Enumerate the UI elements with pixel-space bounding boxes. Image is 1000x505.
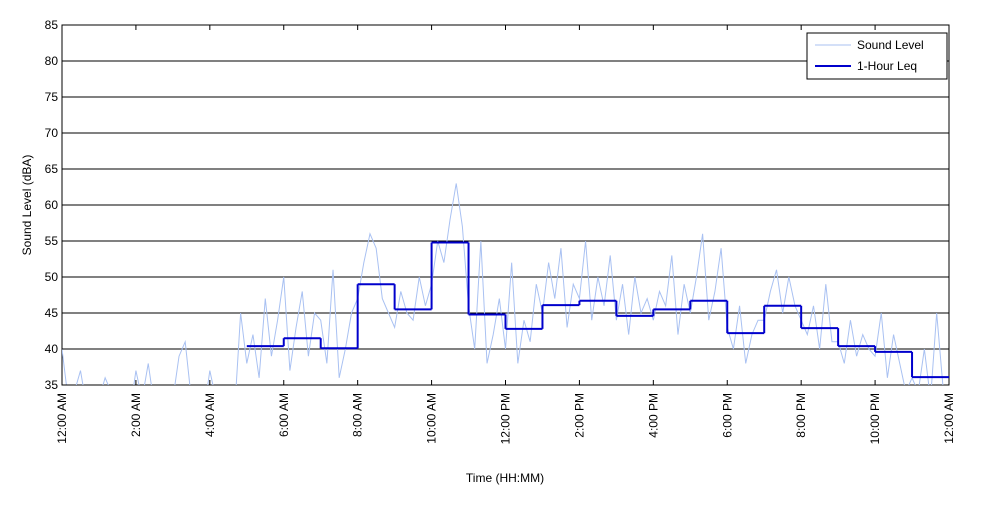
- legend-box: [806, 32, 948, 80]
- y-tick-label: 80: [45, 54, 59, 68]
- y-tick-label: 70: [45, 126, 59, 140]
- x-tick-label: 2:00 PM: [572, 393, 586, 438]
- x-axis-label: Time (HH:MM): [466, 471, 544, 485]
- x-tick-label: 12:00 AM: [55, 393, 69, 444]
- x-tick-label: 4:00 AM: [203, 393, 217, 437]
- legend: Sound Level 1-Hour Leq: [806, 32, 948, 80]
- legend-label: Sound Level: [857, 38, 924, 52]
- y-tick-label: 85: [45, 18, 59, 32]
- y-tick-label: 35: [45, 378, 59, 392]
- y-tick-label: 60: [45, 198, 59, 212]
- y-tick-label: 50: [45, 270, 59, 284]
- x-tick-label: 8:00 PM: [794, 393, 808, 438]
- x-tick-label: 10:00 PM: [868, 393, 882, 444]
- marks: [62, 183, 949, 385]
- y-axis-label: Sound Level (dBA): [20, 155, 34, 256]
- x-tick-label: 6:00 AM: [277, 393, 291, 437]
- y-tick-label: 65: [45, 162, 59, 176]
- axes: 35 40 45 50 55 60 65 70 75 80 85 12:00 AM 2:00 AM 4:0…: [45, 18, 956, 444]
- x-tick-label: 12:00 AM: [942, 393, 956, 444]
- x-tick-label: 10:00 AM: [425, 393, 439, 444]
- y-tick-label: 45: [45, 306, 59, 320]
- y-tick-label: 40: [45, 342, 59, 356]
- x-tick-label: 4:00 PM: [646, 393, 660, 438]
- x-tick-label: 2:00 AM: [129, 393, 143, 437]
- x-tick-label: 6:00 PM: [720, 393, 734, 438]
- x-tick-label: 8:00 AM: [351, 393, 365, 437]
- y-tick-label: 55: [45, 234, 59, 248]
- series-line: [62, 183, 944, 385]
- legend-label: 1-Hour Leq: [857, 59, 917, 73]
- x-tick-label: 12:00 PM: [499, 393, 513, 444]
- y-tick-label: 75: [45, 90, 59, 104]
